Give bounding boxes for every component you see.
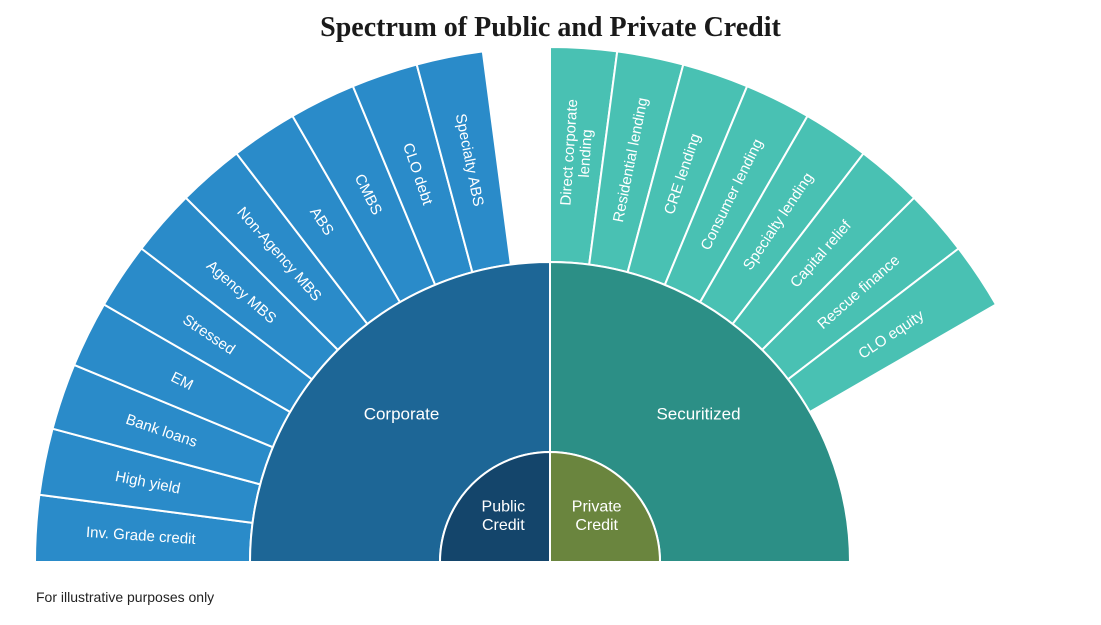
chart-footnote: For illustrative purposes only [36,589,214,605]
diagram-stage: Spectrum of Public and Private Credit In… [0,0,1101,625]
inner-seg-label: PrivateCredit [572,499,622,534]
middle-seg-label: Securitized [656,404,740,423]
inner-seg-label: PublicCredit [482,499,526,534]
middle-seg-label: Corporate [364,404,440,423]
sunburst-chart: Inv. Grade creditHigh yieldBank loansEMS… [0,0,1101,625]
